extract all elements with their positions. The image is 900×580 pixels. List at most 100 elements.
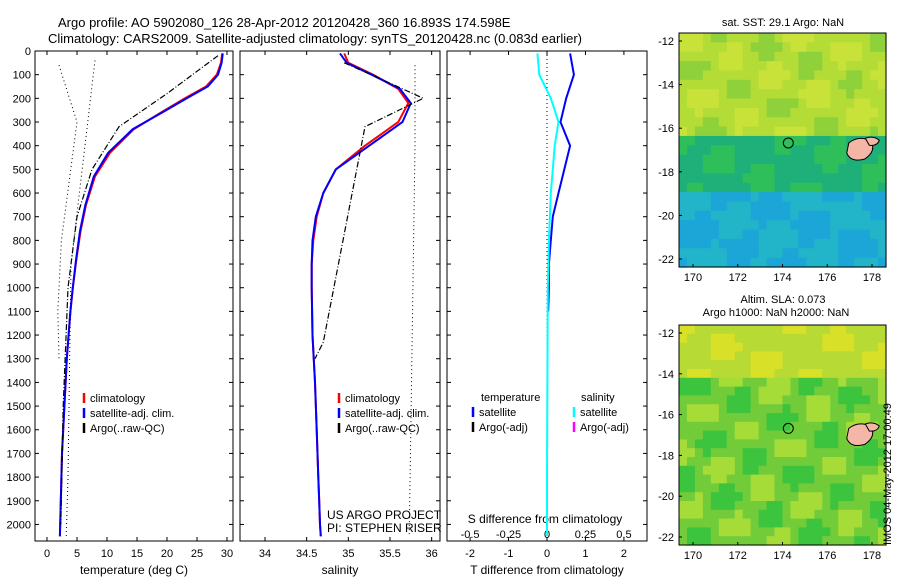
map-cell [854, 117, 863, 128]
map-cell [718, 61, 728, 72]
map-cell [694, 536, 704, 546]
map-cell [854, 509, 863, 520]
map-cell [758, 192, 768, 203]
map-cell [790, 448, 800, 458]
map-cell [814, 333, 823, 344]
map-cell [694, 527, 704, 537]
map-cell [830, 492, 839, 502]
x-axis-label: T difference from climatology [470, 563, 624, 577]
map-cell [870, 527, 879, 537]
map-cell [782, 421, 792, 432]
map-y-tick-label: -12 [658, 328, 674, 340]
profile-panel-2: 34 34.5 35 35.5 36 salinity [239, 50, 441, 577]
map-cell [734, 501, 744, 511]
map-cell [878, 201, 887, 212]
map-cell [822, 369, 831, 379]
map-cell [774, 154, 784, 165]
y-tick-label: 1500 [7, 401, 31, 413]
map-cell [758, 395, 768, 405]
map-cell [766, 483, 776, 493]
map-cell [679, 430, 688, 440]
map-cell [742, 369, 752, 379]
map-cell [766, 492, 776, 502]
map-cell [702, 518, 712, 528]
map-cell [878, 492, 887, 502]
map-cell [790, 51, 800, 62]
map-cell [870, 448, 879, 458]
map-cell [694, 501, 704, 511]
map-cell [790, 107, 800, 118]
map-cell [782, 248, 792, 259]
map-cell [846, 238, 855, 249]
y-tick-label: 1300 [7, 354, 31, 366]
map-cell [854, 61, 863, 72]
map-cell [798, 33, 807, 43]
map-cell [686, 33, 696, 43]
map-cell [790, 351, 800, 361]
map-cell [846, 89, 855, 100]
map-cell [846, 360, 855, 370]
map-cell [806, 33, 815, 43]
map-cell [870, 61, 879, 72]
map-cell [846, 483, 855, 493]
map-y-tick-label: -14 [658, 80, 674, 92]
map-cell [854, 98, 863, 109]
map-cell [822, 107, 831, 118]
map-cell [846, 501, 855, 511]
map-cell [830, 369, 839, 379]
map-cell [774, 192, 784, 203]
map-cell [702, 192, 712, 203]
map-cell [782, 107, 792, 118]
map-cell [679, 413, 688, 423]
map-cell [830, 61, 839, 72]
map-cell [862, 474, 871, 484]
map-cell [806, 457, 815, 467]
map-cell [774, 126, 784, 137]
map-cell [790, 248, 800, 259]
map-cell [766, 257, 776, 268]
map-cell [822, 61, 831, 72]
legend-salinity-header: salinity [581, 392, 615, 404]
map-cell [702, 145, 712, 156]
map-cell [822, 238, 831, 249]
map-cell [766, 413, 776, 423]
map-cell [830, 333, 839, 344]
map-cell [790, 117, 800, 128]
map-cell [878, 192, 887, 203]
map-cell [686, 229, 696, 240]
map-cell [734, 126, 744, 137]
map-cell [679, 182, 688, 193]
map-cell [878, 42, 887, 53]
map-cell [822, 439, 831, 449]
map-cell [782, 220, 792, 231]
map-cell [718, 164, 728, 174]
map-cell [734, 492, 744, 502]
map-cell [686, 465, 696, 476]
series-satellite-adj-clim- [310, 52, 412, 537]
map-cell [686, 386, 696, 396]
map-cell [702, 474, 712, 484]
map-cell [726, 386, 736, 396]
map-cell [870, 182, 879, 193]
map-cell [702, 325, 712, 335]
map-cell [726, 369, 736, 379]
map-cell [822, 248, 831, 259]
map-cell [726, 201, 736, 212]
map-cell [870, 360, 879, 370]
map-cell [710, 360, 720, 370]
map-cell [758, 164, 768, 174]
map-panel-1: -12 -14 -16 -18 -20 -22 170 172 174 176 178 [658, 32, 887, 284]
map-cell [750, 210, 760, 221]
map-cell [766, 154, 776, 165]
map-cell [774, 360, 784, 370]
map-cell [766, 395, 776, 405]
map-cell [718, 248, 728, 259]
map-cell [798, 173, 807, 184]
map-cell [694, 421, 704, 432]
map-cell [679, 536, 688, 546]
map-cell [838, 154, 847, 165]
map-cell [846, 117, 855, 128]
map-cell [862, 182, 871, 193]
map-cell [679, 404, 688, 414]
map-cell [798, 439, 807, 449]
